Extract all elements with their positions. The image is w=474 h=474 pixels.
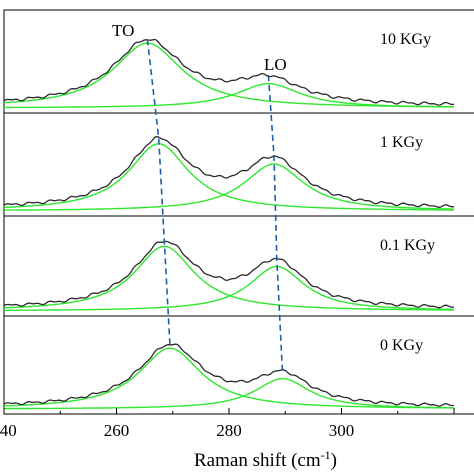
x-axis-title-superscript: -1 bbox=[321, 448, 331, 462]
to-fit-curve bbox=[4, 347, 454, 409]
panel-1: 10 KGy bbox=[3, 9, 474, 114]
x-axis-title: Raman shift (cm-1) bbox=[194, 448, 337, 471]
measured-spectrum bbox=[3, 38, 455, 106]
measured-spectrum bbox=[3, 136, 455, 208]
panel-frame bbox=[3, 9, 474, 114]
x-axis-title-main: Raman shift (cm bbox=[194, 450, 321, 471]
measured-spectrum bbox=[3, 240, 455, 309]
panel-frame bbox=[3, 315, 474, 415]
to-peak-guide bbox=[146, 39, 171, 345]
panel-frame bbox=[3, 215, 474, 317]
panel-3: 0.1 KGy bbox=[3, 215, 474, 317]
to-fit-curve bbox=[4, 143, 454, 211]
x-axis-title-close: ) bbox=[331, 450, 337, 471]
lo-fit-curve bbox=[4, 265, 454, 311]
dose-label: 10 KGy bbox=[380, 31, 431, 48]
x-tick-label: 260 bbox=[104, 421, 130, 440]
panels-group: 10 KGy 1 KGy 0.1 KGy 0 KGy bbox=[3, 9, 474, 415]
panel-4: 0 KGy bbox=[3, 315, 474, 415]
lo-fit-curve bbox=[4, 377, 455, 410]
lo-peak-label: LO bbox=[264, 55, 287, 74]
lo-peak-guide bbox=[267, 75, 284, 371]
dose-label: 0 KGy bbox=[380, 337, 423, 354]
x-tick-label: 280 bbox=[216, 421, 242, 440]
to-peak-label: TO bbox=[112, 21, 134, 40]
lo-fit-curve bbox=[4, 83, 455, 109]
measured-spectrum bbox=[3, 343, 454, 407]
to-fit-curve bbox=[3, 245, 454, 311]
x-tick-label: 240 bbox=[0, 421, 17, 440]
panel-2: 1 KGy bbox=[3, 112, 474, 217]
dose-label: 1 KGy bbox=[380, 134, 423, 151]
dose-label: 0.1 KGy bbox=[380, 237, 435, 254]
guide-lines-group bbox=[146, 39, 284, 371]
x-tick-label: 300 bbox=[329, 421, 355, 440]
lo-fit-curve bbox=[3, 163, 454, 211]
to-fit-curve bbox=[3, 42, 454, 108]
x-axis: 240 260 280 300 bbox=[0, 408, 455, 440]
